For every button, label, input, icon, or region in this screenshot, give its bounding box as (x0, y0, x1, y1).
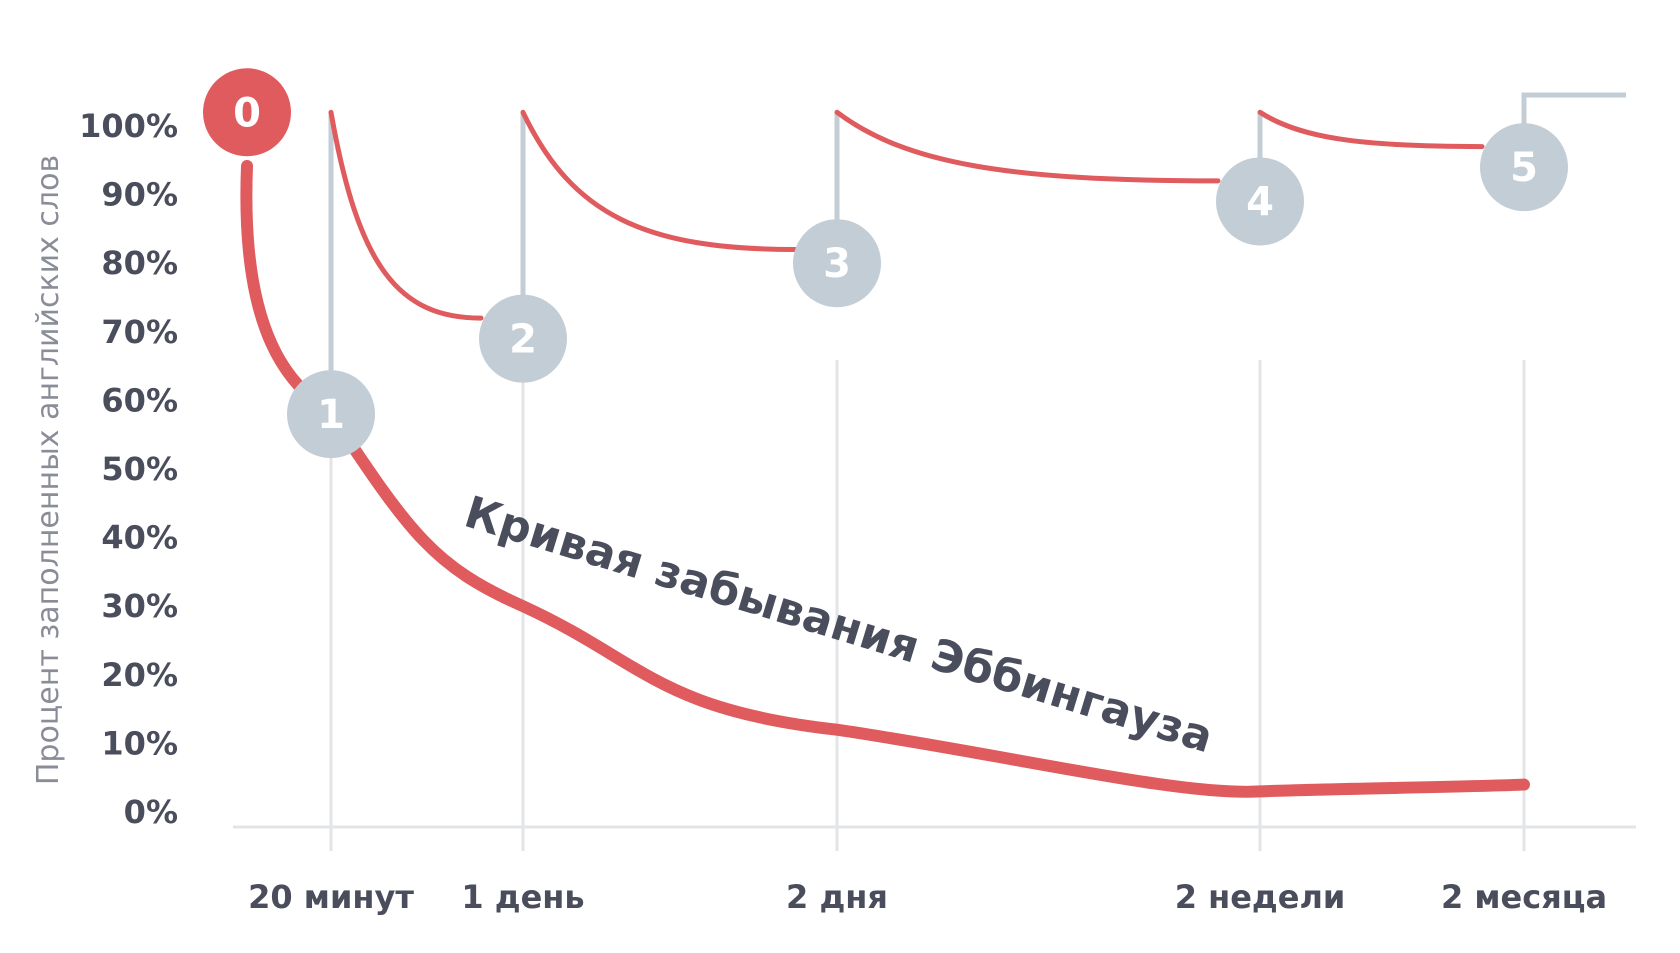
grid-layer (329, 360, 1526, 851)
badge-layer: 0 1 2 3 4 5 (203, 68, 1568, 459)
x-tick-label: 1 день (461, 878, 584, 916)
repetition-badge-label: 0 (233, 90, 261, 136)
repetition-badge-label: 1 (317, 392, 345, 438)
repetition-badge-label: 4 (1246, 179, 1274, 225)
repetition-badge-4 (1216, 157, 1304, 246)
review-curve-1 (328, 109, 484, 321)
repetition-badge-label: 3 (823, 241, 851, 287)
x-tick-label: 2 дня (786, 878, 888, 916)
repetition-badge-label: 5 (1510, 145, 1538, 191)
repetition-badge-3 (793, 219, 881, 308)
y-tick-label: 0% (124, 793, 178, 831)
repetition-badge-0 (203, 68, 291, 157)
x-tick-label: 2 месяца (1441, 878, 1607, 916)
y-tick-label: 10% (101, 724, 178, 762)
curve-layer (240, 109, 1530, 798)
forgetting-curve (240, 160, 1530, 798)
y-tick-label: 100% (79, 107, 178, 145)
axis-layer: 20 минут 1 день 2 дня 2 недели 2 месяца 0% 10%… (79, 107, 1636, 916)
y-axis-label: Процент заполненных английских слов (31, 155, 66, 785)
review-curve-2 (520, 109, 798, 252)
repetition-badge-1 (287, 370, 375, 459)
review-curve-4 (1257, 109, 1485, 150)
repetition-badge-2 (479, 294, 567, 383)
y-tick-label: 30% (101, 587, 178, 625)
y-tick-label: 70% (101, 313, 178, 351)
y-tick-label: 40% (101, 519, 178, 557)
review-curve-3 (834, 109, 1221, 184)
x-tick-label: 2 недели (1175, 878, 1346, 916)
y-tick-label: 60% (101, 381, 178, 419)
repetition-badge-label: 2 (509, 317, 537, 363)
y-tick-label: 80% (101, 244, 178, 282)
y-tick-label: 90% (101, 176, 178, 214)
y-tick-label: 50% (101, 450, 178, 488)
x-tick-label: 20 минут (248, 878, 414, 916)
y-tick-label: 20% (101, 656, 178, 694)
repetition-badge-5 (1480, 123, 1568, 212)
